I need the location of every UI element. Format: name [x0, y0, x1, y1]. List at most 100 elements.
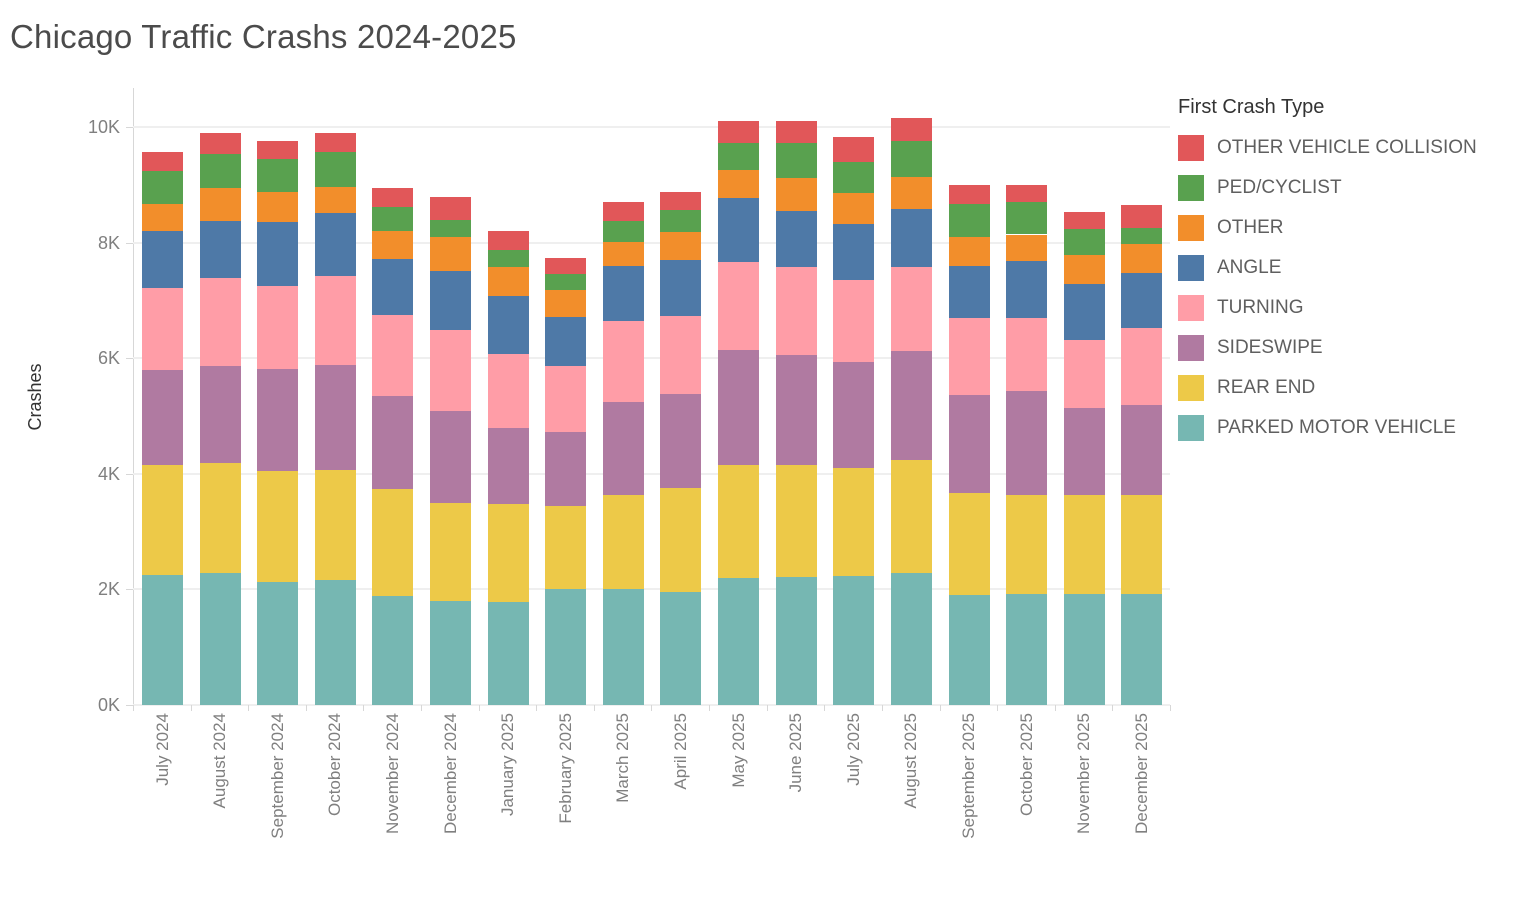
bar-segment[interactable] [833, 575, 875, 705]
bar-segment[interactable] [314, 579, 356, 705]
bar-segment[interactable] [142, 231, 183, 289]
bar-segment[interactable] [257, 582, 299, 705]
bar-segment[interactable] [430, 220, 472, 238]
bar-segment[interactable] [1006, 234, 1048, 262]
bar-segment[interactable] [833, 361, 875, 468]
bar-segment[interactable] [602, 401, 644, 496]
bar-segment[interactable] [833, 162, 875, 194]
bar-segment[interactable] [718, 577, 760, 705]
bar-segment[interactable] [660, 191, 702, 211]
bar-segment[interactable] [602, 320, 644, 402]
bar-segment[interactable] [487, 249, 529, 268]
bar-segment[interactable] [487, 504, 529, 603]
bar-segment[interactable] [372, 314, 414, 397]
bar-segment[interactable] [1063, 228, 1105, 255]
bar-segment[interactable] [142, 574, 183, 705]
bar-segment[interactable] [430, 600, 472, 705]
bar-segment[interactable] [1121, 495, 1163, 594]
bar-segment[interactable] [257, 471, 299, 583]
bar-segment[interactable] [199, 132, 241, 155]
bar-segment[interactable] [487, 428, 529, 505]
bar-segment[interactable] [890, 266, 932, 352]
bar-segment[interactable] [142, 464, 183, 575]
bar-segment[interactable] [257, 159, 299, 193]
bar-segment[interactable] [948, 317, 990, 396]
bar-segment[interactable] [775, 464, 817, 577]
bar-segment[interactable] [487, 267, 529, 297]
bar-segment[interactable] [430, 270, 472, 330]
bar-segment[interactable] [430, 411, 472, 504]
bar-segment[interactable] [775, 121, 817, 144]
bar-segment[interactable] [545, 317, 587, 367]
bar-segment[interactable] [1063, 254, 1105, 284]
bar-segment[interactable] [1006, 391, 1048, 495]
bar-segment[interactable] [487, 231, 529, 250]
bar-segment[interactable] [487, 602, 529, 705]
bar-segment[interactable] [199, 188, 241, 222]
bar-segment[interactable] [602, 242, 644, 267]
bar-segment[interactable] [1006, 494, 1048, 594]
bar-segment[interactable] [602, 266, 644, 321]
bar-segment[interactable] [948, 204, 990, 238]
bar-segment[interactable] [890, 572, 932, 705]
bar-segment[interactable] [430, 196, 472, 221]
bar-segment[interactable] [199, 154, 241, 189]
bar-segment[interactable] [430, 237, 472, 271]
bar-segment[interactable] [314, 212, 356, 277]
legend-item[interactable]: SIDESWIPE [1172, 328, 1528, 368]
bar-segment[interactable] [1063, 495, 1105, 594]
bar-segment[interactable] [718, 121, 760, 144]
bar-segment[interactable] [660, 316, 702, 395]
bar-segment[interactable] [487, 354, 529, 429]
bar-segment[interactable] [1121, 327, 1163, 405]
bar-segment[interactable] [1121, 227, 1163, 244]
bar-segment[interactable] [602, 495, 644, 590]
bar-segment[interactable] [718, 350, 760, 465]
bar-segment[interactable] [718, 464, 760, 578]
bar-segment[interactable] [1063, 407, 1105, 496]
bar-segment[interactable] [948, 493, 990, 596]
bar-segment[interactable] [1063, 339, 1105, 408]
bar-segment[interactable] [372, 596, 414, 705]
bar-segment[interactable] [314, 132, 356, 153]
bar-segment[interactable] [1121, 205, 1163, 228]
bar-segment[interactable] [372, 396, 414, 490]
bar-segment[interactable] [890, 459, 932, 573]
bar-segment[interactable] [142, 204, 183, 232]
bar-segment[interactable] [487, 296, 529, 355]
bar-segment[interactable] [660, 259, 702, 316]
bar-segment[interactable] [1063, 283, 1105, 340]
bar-segment[interactable] [1006, 184, 1048, 203]
bar-segment[interactable] [718, 262, 760, 351]
bar-segment[interactable] [314, 152, 356, 187]
bar-segment[interactable] [660, 231, 702, 260]
bar-segment[interactable] [1121, 272, 1163, 328]
bar-segment[interactable] [430, 329, 472, 412]
legend-item[interactable]: PED/CYCLIST [1172, 168, 1528, 208]
bar-segment[interactable] [890, 351, 932, 460]
bar-segment[interactable] [948, 395, 990, 494]
bar-segment[interactable] [545, 289, 587, 318]
bar-segment[interactable] [199, 366, 241, 463]
bar-segment[interactable] [1121, 243, 1163, 273]
bar-segment[interactable] [948, 595, 990, 705]
bar-segment[interactable] [257, 222, 299, 286]
bar-segment[interactable] [372, 188, 414, 208]
bar-segment[interactable] [372, 259, 414, 315]
bar-segment[interactable] [833, 279, 875, 362]
bar-segment[interactable] [545, 273, 587, 290]
bar-segment[interactable] [718, 198, 760, 263]
bar-segment[interactable] [257, 285, 299, 369]
bar-segment[interactable] [257, 140, 299, 160]
bar-segment[interactable] [660, 592, 702, 705]
bar-segment[interactable] [142, 288, 183, 370]
bar-segment[interactable] [314, 276, 356, 366]
bar-segment[interactable] [775, 355, 817, 465]
bar-segment[interactable] [775, 267, 817, 356]
bar-segment[interactable] [890, 117, 932, 141]
bar-segment[interactable] [257, 368, 299, 472]
bar-segment[interactable] [833, 223, 875, 280]
bar-segment[interactable] [602, 221, 644, 242]
bar-segment[interactable] [142, 369, 183, 465]
bar-segment[interactable] [372, 207, 414, 232]
